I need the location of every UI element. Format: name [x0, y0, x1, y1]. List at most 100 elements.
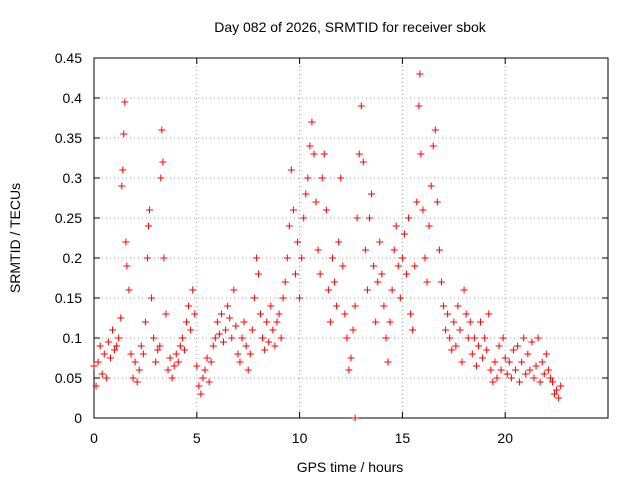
data-point — [96, 342, 104, 350]
data-point — [139, 350, 147, 358]
data-point — [505, 358, 513, 366]
x-tick-label: 10 — [292, 430, 308, 446]
data-point — [211, 334, 219, 342]
data-point — [403, 270, 411, 278]
data-point — [250, 294, 258, 302]
data-point — [372, 318, 380, 326]
data-point — [444, 310, 452, 318]
data-point — [431, 126, 439, 134]
data-point — [209, 342, 217, 350]
data-point — [405, 214, 413, 222]
data-point — [477, 318, 485, 326]
y-tick-label: 0 — [74, 410, 82, 426]
data-point — [308, 118, 316, 126]
data-point — [172, 350, 180, 358]
data-point — [285, 222, 293, 230]
x-tick-label: 5 — [193, 430, 201, 446]
data-point — [160, 254, 168, 262]
data-point — [102, 374, 110, 382]
data-point — [133, 378, 141, 386]
data-point — [94, 358, 102, 366]
data-point — [460, 286, 468, 294]
data-point — [144, 222, 152, 230]
data-point — [324, 286, 332, 294]
data-point — [328, 254, 336, 262]
data-point — [425, 222, 433, 230]
data-point — [244, 366, 252, 374]
x-tick-labels: 0 5 10 15 20 — [90, 430, 513, 446]
data-point — [491, 358, 499, 366]
data-point — [409, 326, 417, 334]
data-point — [472, 362, 480, 370]
data-point — [351, 414, 359, 422]
data-point — [526, 366, 534, 374]
data-point — [148, 294, 156, 302]
y-tick-label: 0.25 — [55, 210, 82, 226]
data-point — [507, 374, 515, 382]
x-tick-label: 20 — [497, 430, 513, 446]
data-point — [435, 246, 443, 254]
data-point — [271, 342, 279, 350]
data-point — [232, 322, 240, 330]
x-axis-label: GPS time / hours — [297, 459, 404, 475]
data-point — [109, 326, 117, 334]
data-point — [183, 318, 191, 326]
data-point — [150, 334, 158, 342]
data-point — [100, 350, 108, 358]
data-point — [131, 358, 139, 366]
data-points — [90, 70, 565, 422]
y-tick-label: 0.15 — [55, 290, 82, 306]
data-point — [355, 150, 363, 158]
data-point — [215, 330, 223, 338]
data-point — [174, 358, 182, 366]
data-point — [493, 374, 501, 382]
data-point — [205, 378, 213, 386]
data-point — [419, 206, 427, 214]
data-point — [353, 214, 361, 222]
data-point — [386, 318, 394, 326]
data-point — [333, 302, 341, 310]
data-point — [361, 246, 369, 254]
y-tick-label: 0.3 — [63, 170, 83, 186]
data-point — [485, 310, 493, 318]
data-point — [454, 302, 462, 310]
data-point — [416, 70, 424, 78]
data-point — [378, 270, 386, 278]
x-tick-label: 15 — [395, 430, 411, 446]
data-point — [427, 182, 435, 190]
data-point — [203, 354, 211, 362]
data-point — [345, 366, 353, 374]
data-point — [548, 378, 556, 386]
data-point — [413, 198, 421, 206]
data-point — [185, 302, 193, 310]
data-point — [503, 370, 511, 378]
data-point — [534, 334, 542, 342]
y-tick-label: 0.4 — [63, 90, 83, 106]
data-point — [394, 262, 402, 270]
data-point — [121, 98, 129, 106]
data-point — [159, 158, 167, 166]
data-point — [542, 350, 550, 358]
data-point — [349, 326, 357, 334]
data-point — [530, 374, 538, 382]
data-point — [357, 102, 365, 110]
data-point — [226, 314, 234, 322]
data-point — [92, 382, 100, 390]
data-point — [538, 358, 546, 366]
data-point — [536, 378, 544, 386]
data-point — [296, 294, 304, 302]
data-point — [339, 262, 347, 270]
data-point — [368, 190, 376, 198]
data-point — [118, 182, 126, 190]
data-point — [201, 366, 209, 374]
data-point — [396, 294, 404, 302]
data-point — [275, 310, 283, 318]
data-point — [306, 142, 314, 150]
data-point — [312, 198, 320, 206]
data-point — [238, 334, 246, 342]
data-point — [468, 350, 476, 358]
data-point — [135, 366, 143, 374]
data-point — [122, 238, 130, 246]
data-point — [314, 246, 322, 254]
data-point — [456, 326, 464, 334]
